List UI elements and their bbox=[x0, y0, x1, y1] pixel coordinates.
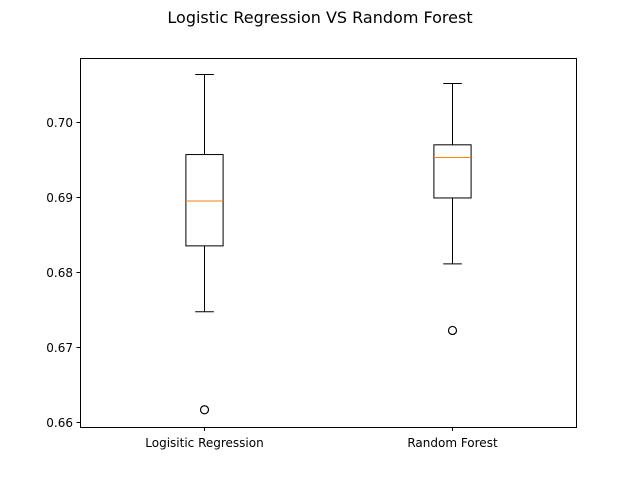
x-tick-label: Logisitic Regression bbox=[145, 436, 263, 450]
outlier-point bbox=[199, 405, 210, 415]
outlier-point bbox=[447, 325, 458, 336]
box-iqr bbox=[185, 154, 224, 247]
y-tick-label: 0.70 bbox=[46, 116, 73, 130]
plot-frame bbox=[80, 58, 577, 428]
boxes-layer bbox=[185, 73, 472, 415]
x-tick-label: Random Forest bbox=[407, 436, 498, 450]
box-iqr bbox=[433, 144, 472, 199]
x-axis: Logisitic Regression Random Forest bbox=[145, 427, 498, 450]
y-tick-label: 0.68 bbox=[46, 266, 73, 280]
y-tick-label: 0.69 bbox=[46, 191, 73, 205]
y-axis: 0.66 0.67 0.68 0.69 0.70 bbox=[46, 116, 81, 430]
chart-title: Logistic Regression VS Random Forest bbox=[167, 8, 473, 27]
y-tick-label: 0.66 bbox=[46, 416, 73, 430]
box-2 bbox=[433, 82, 472, 336]
y-tick-label: 0.67 bbox=[46, 341, 73, 355]
box-1 bbox=[185, 73, 224, 415]
